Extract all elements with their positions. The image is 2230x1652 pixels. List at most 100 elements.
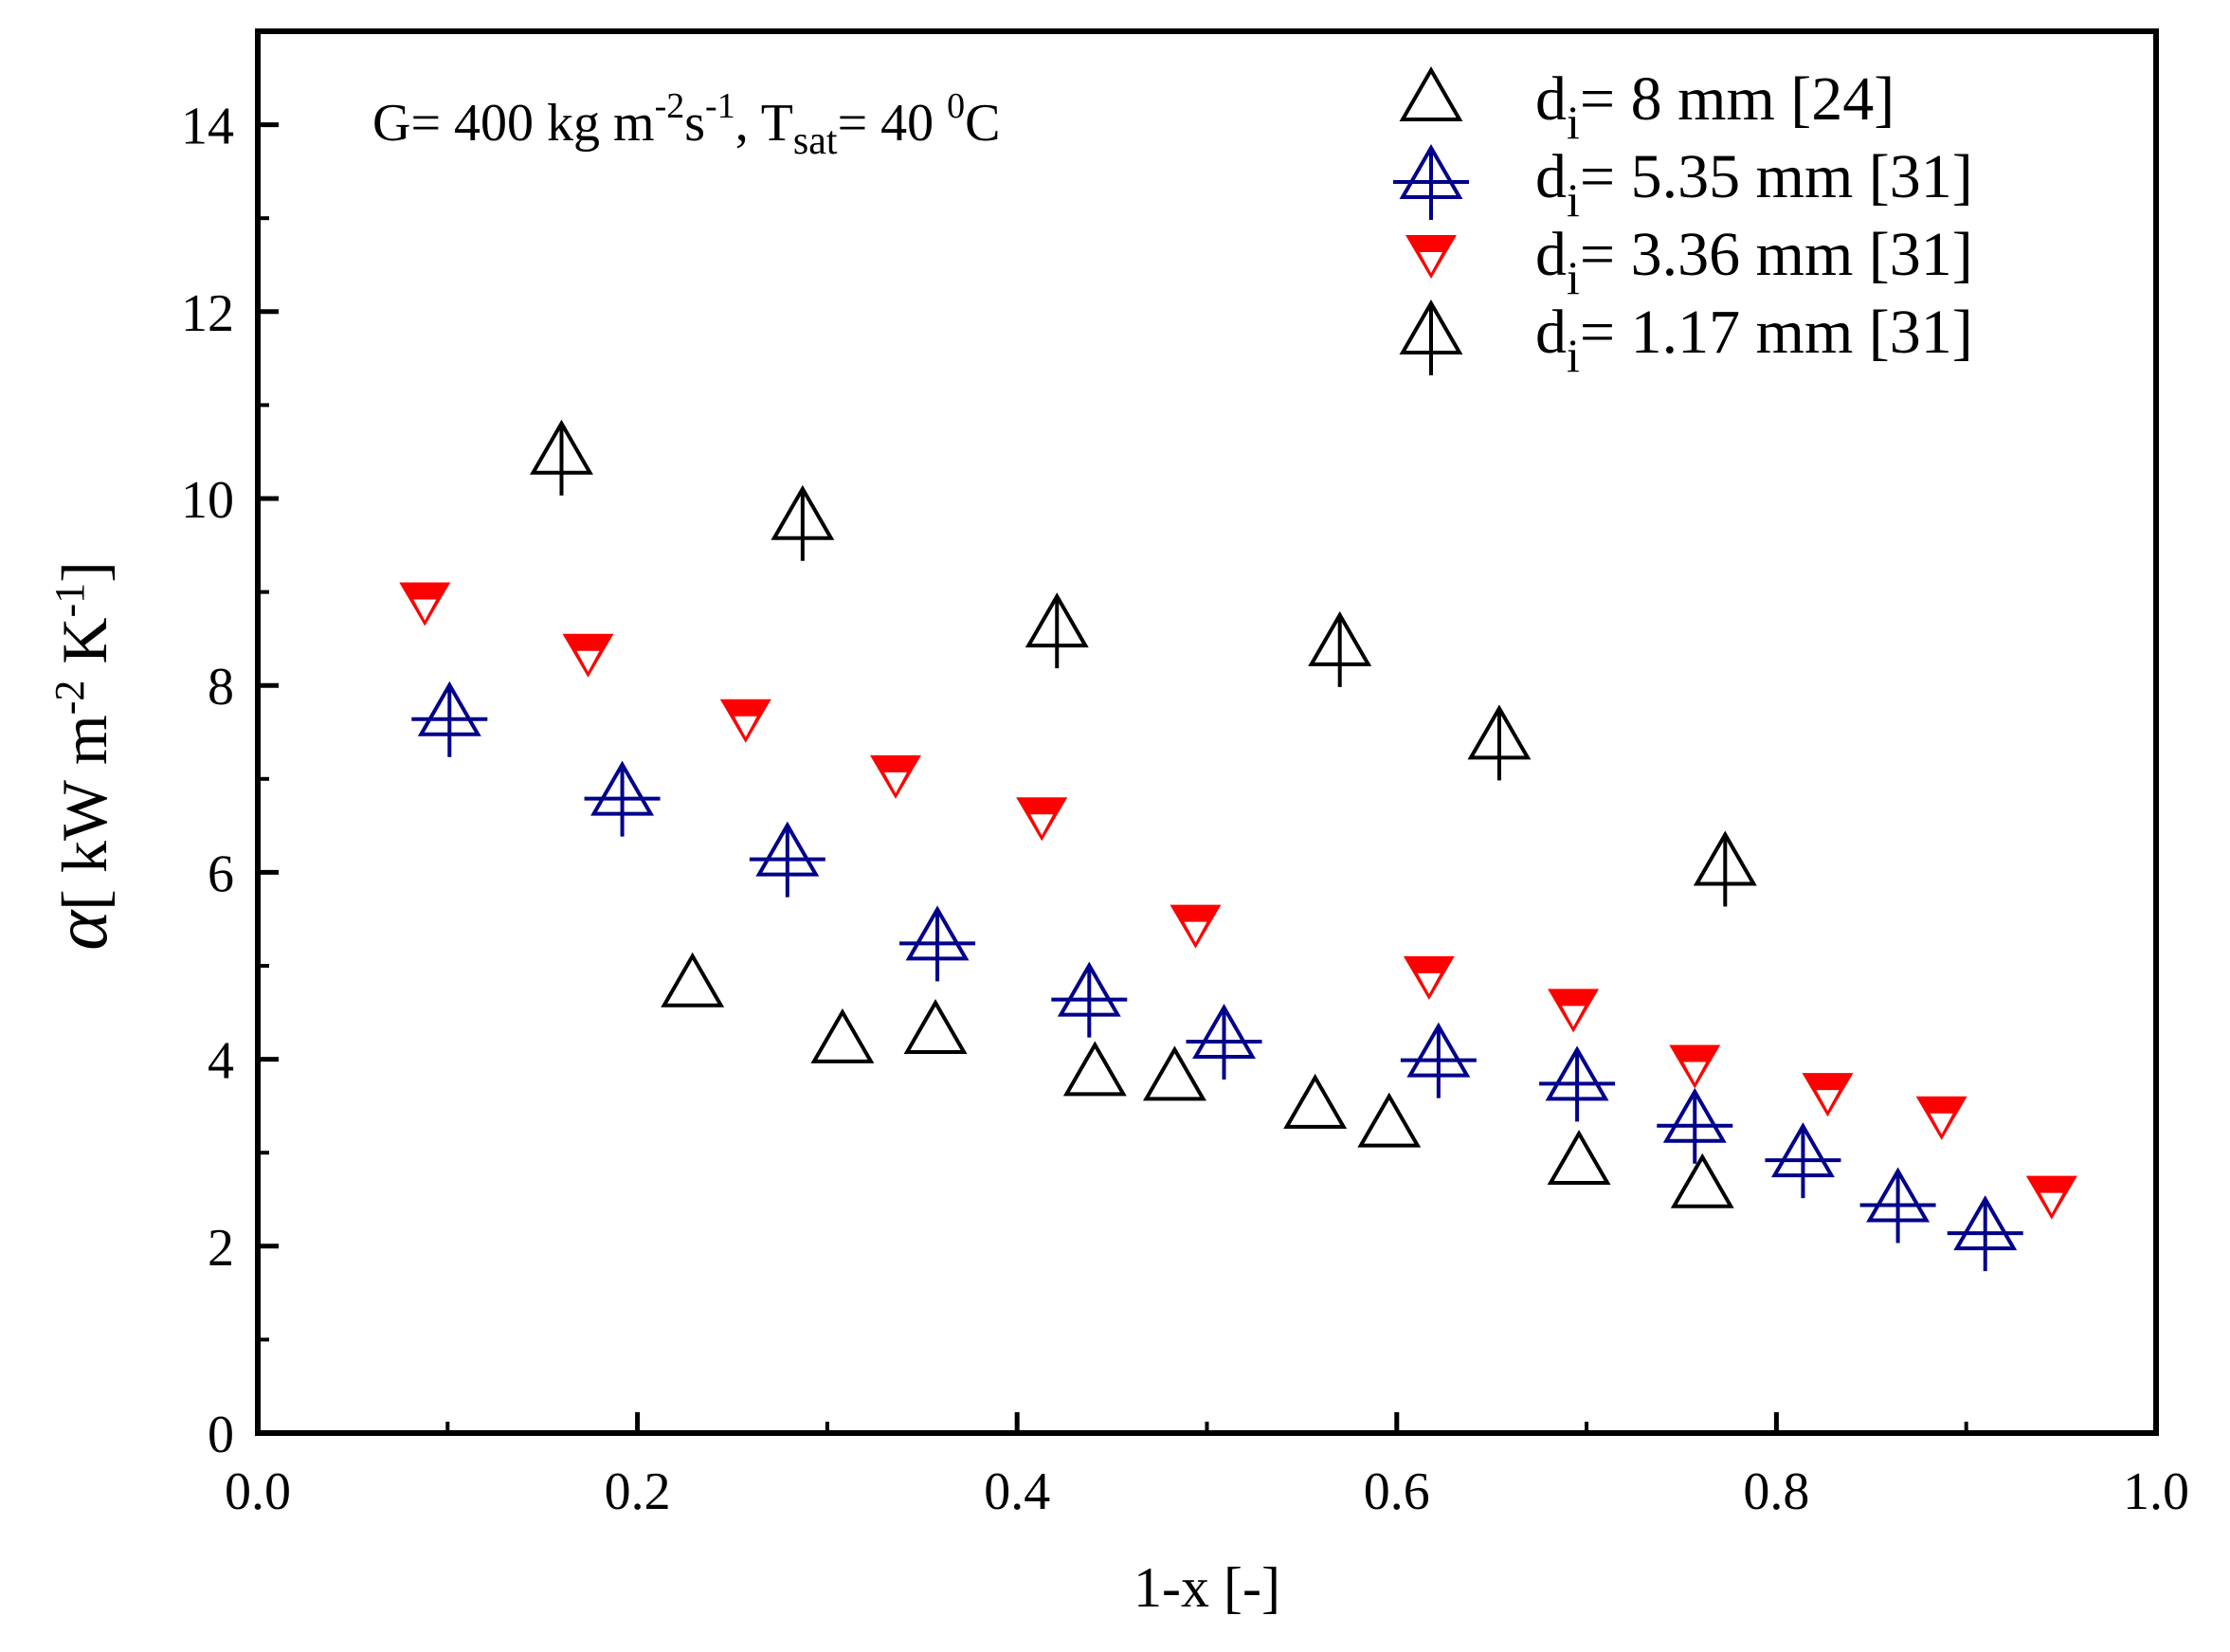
data-point <box>2025 1175 2077 1220</box>
annotation-part4: = 40 <box>838 94 948 153</box>
annotation-part5: C <box>965 94 1000 153</box>
marker-hole <box>884 772 908 793</box>
data-point <box>1539 1045 1616 1122</box>
legend-marker <box>1405 235 1457 279</box>
legend-marker <box>1399 299 1463 375</box>
y-axis-unit-mid: K <box>48 618 120 681</box>
data-point <box>1693 830 1757 907</box>
x-tick-label: 0.2 <box>605 1462 671 1521</box>
y-axis-unit-exp2: -1 <box>46 583 93 618</box>
marker-hole <box>734 716 757 737</box>
data-point <box>1016 797 1068 842</box>
y-tick-label: 4 <box>208 1032 234 1091</box>
legend-item: di= 1.17 mm [31] <box>1399 298 1973 382</box>
legend-label-sub: i <box>1567 329 1580 382</box>
legend-label: di= 8 mm [24] <box>1535 64 1895 149</box>
marker-hole <box>1420 252 1442 273</box>
legend-label-text: = 8 mm [24] <box>1580 64 1895 134</box>
marker-hole <box>413 599 437 621</box>
legend-label-sub: i <box>1567 173 1580 227</box>
data-point <box>1859 1167 1936 1244</box>
legend-item: di= 8 mm [24] <box>1399 64 1895 149</box>
annotation-sub: sat <box>793 119 838 163</box>
data-point <box>1308 610 1372 687</box>
data-point <box>1357 1092 1422 1148</box>
x-tick-label: 1.0 <box>2123 1462 2189 1521</box>
x-tick-label: 0.8 <box>1743 1462 1809 1521</box>
legend-item: di= 3.36 mm [31] <box>1405 220 1973 304</box>
data-point <box>1024 592 1089 669</box>
data-point <box>1283 1073 1348 1129</box>
axes: 0.0 0.2 0.4 0.6 0.8 1.0 0 2 4 6 8 10 12 14 <box>181 29 2189 1521</box>
data-point <box>870 754 922 799</box>
data-point <box>1670 1153 1734 1208</box>
y-tick-label: 12 <box>181 284 234 343</box>
data-point <box>1657 1087 1733 1164</box>
data-point <box>749 821 825 898</box>
marker-hole <box>1683 1062 1707 1083</box>
x-axis-label: 1-x [-] <box>1133 1556 1280 1619</box>
y-axis-label: α[ kW m-2 K-1] <box>40 561 123 951</box>
data-point <box>1547 1130 1611 1186</box>
marker-outline <box>903 999 968 1055</box>
legend-label-sub: i <box>1567 96 1580 149</box>
data-point <box>562 633 614 678</box>
data-point <box>1062 1041 1127 1097</box>
marker-outline <box>1357 1092 1422 1148</box>
marker-hole <box>1030 814 1054 836</box>
data-point <box>1802 1073 1854 1117</box>
marker-outline <box>1283 1073 1348 1129</box>
marker-hole <box>1816 1090 1840 1112</box>
marker-outline <box>1142 1045 1206 1101</box>
data-point <box>899 905 976 982</box>
y-tick-label: 8 <box>208 658 234 717</box>
y-tick-label: 0 <box>208 1406 234 1464</box>
y-axis-unit-close: ] <box>48 561 120 583</box>
series-4 <box>530 419 1757 907</box>
annotation-sup3: 0 <box>947 86 965 126</box>
data-point <box>1186 1003 1262 1080</box>
data-point <box>584 760 661 837</box>
data-point <box>903 999 968 1055</box>
marker-outline <box>1547 1130 1611 1186</box>
chart-annotation: G= 400 kg m-2s-1, Tsat= 40 0C <box>372 86 1001 163</box>
series-3 <box>399 582 2077 1220</box>
legend-item: di= 5.35 mm [31] <box>1393 142 1973 227</box>
annotation-part3: , T <box>735 94 793 153</box>
data-point <box>810 1008 875 1063</box>
data-point <box>1947 1195 2023 1272</box>
legend-label: di= 3.36 mm [31] <box>1535 220 1973 304</box>
data-point <box>1142 1045 1206 1101</box>
x-tick-label: 0.4 <box>984 1462 1050 1521</box>
legend-label-d: d <box>1535 64 1567 134</box>
legend-label-sub: i <box>1567 251 1580 304</box>
marker-outline <box>1670 1153 1734 1208</box>
data-point <box>1169 904 1222 949</box>
data-point <box>1051 961 1128 1038</box>
marker-outline <box>661 952 725 1008</box>
marker-hole <box>1184 921 1207 943</box>
y-tick-label: 10 <box>181 471 234 530</box>
y-axis-unit-open: [ kW m <box>48 715 120 911</box>
annotation-sup1: -2 <box>655 86 685 126</box>
annotation-part2: s <box>684 94 705 153</box>
y-tick-label: 14 <box>181 98 234 156</box>
series-1 <box>661 952 1734 1208</box>
data-point <box>1669 1044 1721 1089</box>
annotation-sup2: -1 <box>705 86 735 126</box>
data-point <box>1548 989 1600 1033</box>
y-axis-symbol: α <box>40 909 123 951</box>
legend-label-d: d <box>1535 220 1567 289</box>
marker-outline <box>810 1008 875 1063</box>
marker-hole <box>2040 1192 2063 1214</box>
annotation-part1: G= 400 kg m <box>372 94 655 153</box>
y-tick-label: 6 <box>208 844 234 903</box>
series-2 <box>411 681 2023 1272</box>
legend-label-d: d <box>1535 142 1567 211</box>
legend-marker <box>1399 65 1463 121</box>
data-point <box>1915 1096 1967 1140</box>
legend-label-d: d <box>1535 298 1567 367</box>
marker-outline <box>1062 1041 1127 1097</box>
